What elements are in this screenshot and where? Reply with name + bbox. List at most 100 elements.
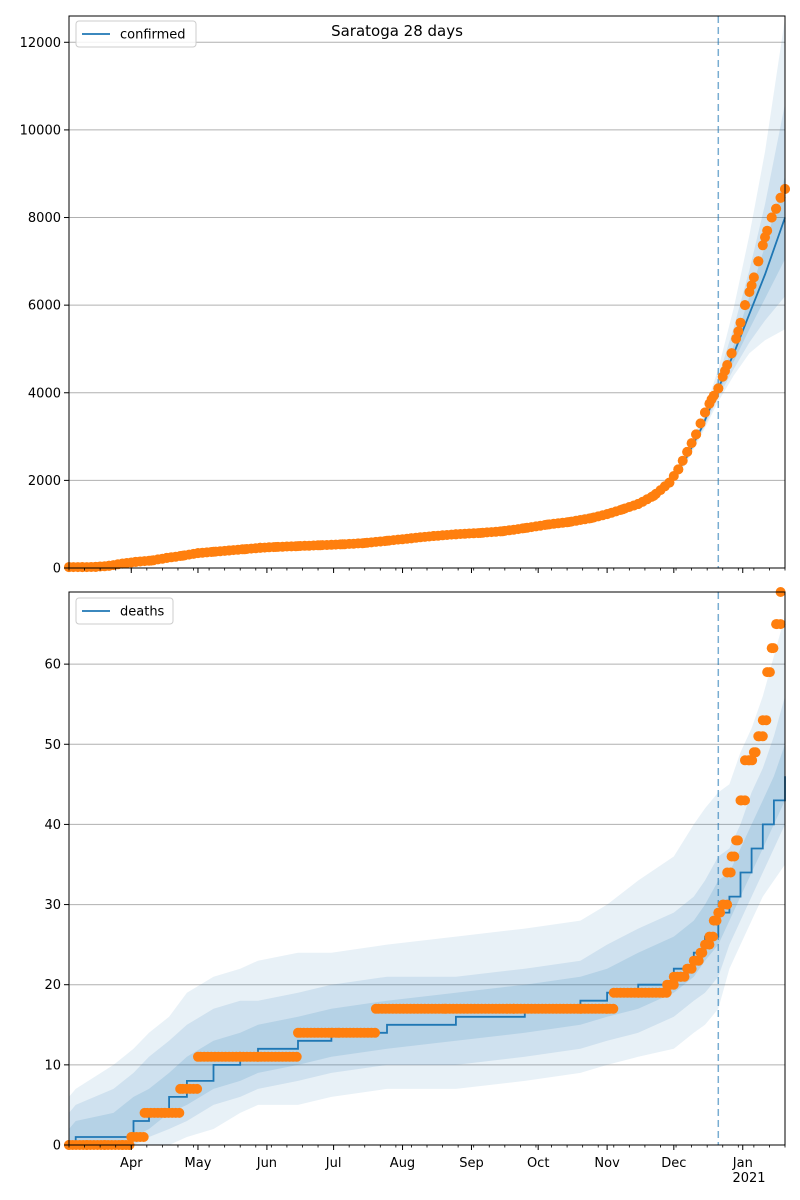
- deaths-observed-point: [575, 1003, 586, 1014]
- x-tick-label-aug: Aug: [390, 1156, 415, 1171]
- confirmed-x-ticks: [68, 568, 786, 573]
- confirmed-y-tick-label: 6000: [28, 299, 61, 314]
- confirmed-observed-point: [746, 280, 757, 291]
- deaths-observed-point: [175, 1083, 186, 1094]
- deaths-gridlines: [69, 663, 785, 1146]
- x-tick-label-dec: Dec: [661, 1156, 686, 1171]
- confirmed-observed-point: [686, 438, 697, 449]
- deaths-y-tick-label: 20: [44, 978, 61, 993]
- deaths-observed-point: [762, 667, 773, 678]
- confirmed-panel: 0 2000 4000 6000 8000 10000 12000 Saratoga 28 …: [20, 15, 790, 577]
- confirmed-observed-point: [359, 538, 370, 548]
- x-tick-label-jan: Jan: [732, 1156, 753, 1171]
- confirmed-observed-point: [740, 300, 750, 311]
- deaths-observed-point: [713, 907, 724, 918]
- confirmed-observed-point: [664, 477, 675, 488]
- confirmed-observed-point: [648, 490, 659, 501]
- confirmed-observed-point: [706, 394, 717, 405]
- confirmed-observed-point: [771, 203, 782, 214]
- confirmed-observed-point: [406, 533, 417, 544]
- confirmed-y-tick-label: 12000: [20, 36, 61, 51]
- deaths-observed-point: [695, 947, 706, 958]
- confirmed-observed-point: [450, 529, 461, 540]
- confirmed-observed-point: [757, 240, 768, 251]
- deaths-observed-point: [717, 899, 728, 910]
- deaths-observed-point: [235, 1051, 246, 1062]
- confirmed-observed-point: [519, 523, 530, 534]
- confirmed-observed-point: [677, 455, 688, 466]
- confirmed-observed-point: [586, 513, 597, 524]
- confirmed-y-tick-label: 2000: [28, 474, 61, 489]
- confirmed-observed-point: [691, 429, 702, 440]
- confirmed-observed-point: [77, 562, 88, 573]
- confirmed-legend: confirmed: [75, 20, 197, 48]
- confirmed-observed-point: [382, 535, 392, 546]
- confirmed-y-ticks: 0 2000 4000 6000 8000 10000 12000: [20, 36, 69, 577]
- deaths-observed-point: [333, 1027, 344, 1038]
- deaths-observed-point: [766, 643, 777, 654]
- deaths-observed-points: [64, 587, 786, 1150]
- confirmed-observed-point: [760, 232, 770, 243]
- x-tick-label-sep: Sep: [459, 1156, 484, 1171]
- deaths-legend-box: [75, 597, 174, 625]
- deaths-observed-point: [192, 1083, 203, 1094]
- deaths-legend-label: deaths: [120, 605, 165, 620]
- deaths-observed-point: [757, 715, 768, 726]
- confirmed-observed-point: [146, 555, 157, 566]
- chart-title: Saratoga 28 days: [331, 22, 463, 40]
- confirmed-observed-point: [255, 542, 266, 553]
- deaths-observed-point: [293, 1027, 303, 1038]
- deaths-observed-point: [662, 979, 673, 990]
- confirmed-observed-point: [475, 528, 486, 538]
- deaths-legend: deaths: [75, 597, 174, 625]
- deaths-observed-point: [744, 755, 755, 766]
- deaths-observed-point: [633, 987, 644, 998]
- deaths-y-tick-label: 30: [44, 898, 61, 913]
- deaths-observed-point: [731, 835, 742, 846]
- deaths-panel: 0 10 20 30 40 50 60 Apr May Jun Jul Aug Sep Oct Nov De…: [44, 587, 786, 1186]
- confirmed-legend-box: [75, 20, 197, 48]
- deaths-y-tick-label: 60: [44, 658, 61, 673]
- confirmed-observed-point: [753, 256, 764, 267]
- deaths-observed-point: [735, 795, 746, 806]
- deaths-observed-point: [688, 955, 699, 966]
- confirmed-observed-point: [497, 526, 508, 537]
- confirmed-observed-point: [617, 504, 628, 515]
- deaths-observed-point: [700, 939, 710, 950]
- confirmed-observed-point: [713, 383, 724, 394]
- deaths-observed-point: [608, 987, 619, 998]
- x-tick-label-apr: Apr: [120, 1156, 143, 1171]
- deaths-observed-point: [675, 971, 686, 982]
- deaths-observed-point: [657, 987, 668, 998]
- deaths-observed-point: [193, 1051, 203, 1062]
- deaths-y-tick-label: 50: [44, 738, 61, 753]
- confirmed-observed-point: [208, 546, 219, 557]
- confirmed-observed-point: [117, 558, 128, 569]
- confirmed-y-tick-label: 4000: [28, 386, 61, 401]
- deaths-observed-point: [704, 931, 715, 942]
- confirmed-observed-point: [720, 365, 730, 376]
- confirmed-observed-point: [224, 545, 235, 556]
- confirmed-observed-point: [193, 548, 203, 559]
- confirmed-observed-point: [700, 407, 710, 418]
- x-tick-label-may: May: [185, 1156, 212, 1171]
- year-label: 2021: [732, 1171, 765, 1186]
- confirmed-observed-point: [428, 531, 439, 541]
- deaths-observed-point: [682, 963, 693, 974]
- deaths-observed-point: [159, 1107, 170, 1118]
- deaths-observed-point: [726, 851, 737, 862]
- deaths-x-ticks: Apr May Jun Jul Aug Sep Oct Nov Dec Jan: [68, 1145, 786, 1171]
- confirmed-observed-point: [735, 317, 746, 328]
- confirmed-y-tick-label: 0: [53, 562, 61, 577]
- deaths-observed-point: [722, 867, 733, 878]
- deaths-observed-point: [602, 1003, 613, 1014]
- deaths-y-tick-label: 10: [44, 1058, 61, 1073]
- deaths-observed-point: [291, 1051, 302, 1062]
- confirmed-observed-point: [775, 192, 786, 203]
- x-tick-label-jul: Jul: [325, 1156, 342, 1171]
- confirmed-observed-point: [766, 212, 777, 223]
- confirmed-observed-point: [270, 542, 281, 552]
- confirmed-legend-label: confirmed: [120, 28, 186, 43]
- deaths-observed-point: [771, 619, 782, 630]
